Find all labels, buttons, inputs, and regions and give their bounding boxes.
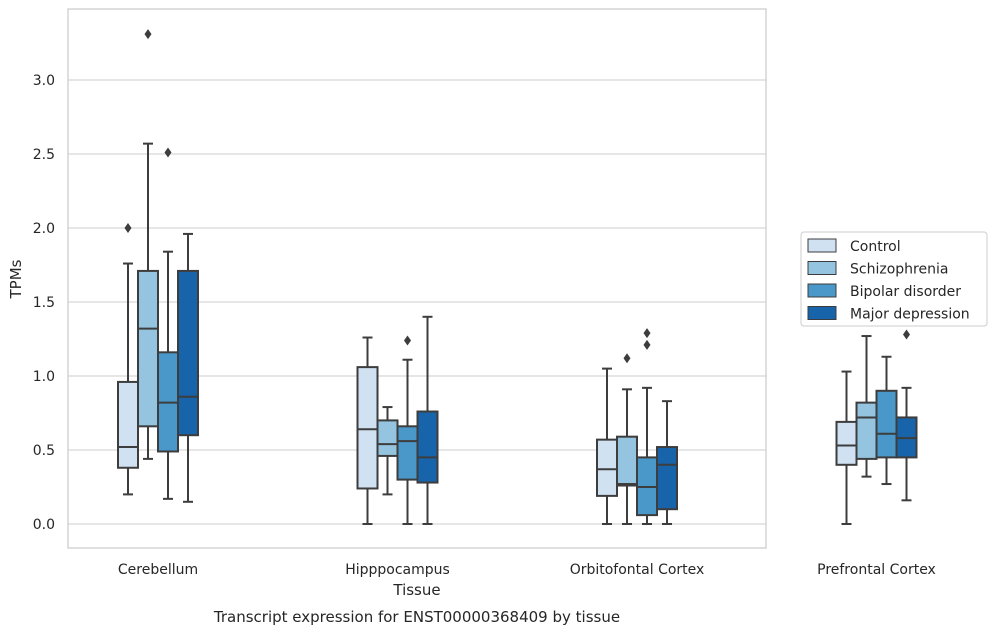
box-1-3 (416, 315, 439, 525)
outlier-point (144, 29, 152, 40)
x-tick-label: Hipppocampus (345, 562, 450, 578)
box-iqr (596, 438, 618, 497)
legend-item: Control (807, 238, 901, 255)
legend-label: Schizophrenia (850, 262, 948, 278)
box-3-3 (895, 291, 918, 502)
box-iqr (616, 435, 638, 487)
box-iqr (875, 389, 898, 459)
y-axis-label: TPMs (7, 259, 25, 299)
boxes (117, 29, 918, 525)
box-2-2 (636, 328, 658, 525)
box-iqr (376, 419, 399, 457)
outlier-point (623, 353, 631, 364)
x-axis-ticks: Cerebellum Hipppocampus Orbitofontal Corte… (118, 562, 936, 578)
box-0-0 (117, 223, 139, 496)
box-iqr (396, 425, 419, 481)
outlier-point (124, 223, 132, 233)
legend-swatch (807, 238, 837, 253)
outlier-point (164, 147, 172, 158)
box-0-1 (137, 29, 159, 460)
box-iqr (117, 380, 139, 469)
box-iqr (835, 420, 858, 466)
x-tick-label: Prefrontal Cortex (817, 562, 936, 578)
box-2-0 (596, 367, 618, 525)
y-tick-label: 2.5 (33, 147, 55, 163)
legend-label: Bipolar disorder (850, 284, 961, 300)
x-axis-label: Tissue (392, 581, 440, 599)
box-1-0 (356, 336, 379, 525)
box-iqr (177, 269, 199, 437)
y-tick-label: 3.0 (33, 73, 55, 89)
box-2-3 (656, 400, 678, 525)
box-iqr (356, 366, 379, 490)
legend-label: Major depression (850, 307, 970, 323)
box-1-1 (376, 406, 399, 496)
legend-item: Major depression (807, 306, 970, 323)
legend-item: Bipolar disorder (807, 283, 961, 300)
y-tick-label: 2.0 (33, 221, 55, 237)
outlier-point (404, 335, 411, 346)
box-3-0 (835, 305, 858, 525)
legend: Control Schizophrenia Bipolar disorder Majo… (800, 231, 988, 327)
box-iqr (855, 401, 878, 460)
box-iqr (656, 446, 678, 511)
y-tick-label: 0.0 (33, 517, 55, 533)
legend-frame (800, 231, 988, 327)
legend-swatch (807, 283, 837, 298)
box-iqr (137, 269, 159, 428)
outlier-point (903, 329, 910, 340)
chart-caption: Transcript expression for ENST0000036840… (213, 608, 620, 626)
box-1-2 (396, 335, 419, 525)
plot-area-frame (67, 8, 767, 549)
y-axis-ticks: 0.0 0.5 1.0 1.5 2.0 2.5 3.0 (33, 73, 55, 533)
y-tick-label: 1.0 (33, 369, 55, 385)
outlier-point (643, 339, 651, 350)
box-iqr (416, 410, 439, 484)
y-tick-label: 0.5 (33, 443, 55, 459)
legend-swatch (807, 261, 837, 275)
box-0-3 (177, 232, 199, 503)
outlier-point (643, 328, 651, 339)
x-tick-label: Orbitofontal Cortex (570, 562, 705, 578)
box-2-1 (616, 353, 638, 525)
x-tick-label: Cerebellum (118, 562, 198, 578)
box-3-1 (855, 335, 878, 478)
legend-swatch (807, 306, 837, 320)
box-0-2 (157, 147, 179, 500)
legend-item: Schizophrenia (807, 261, 948, 278)
legend-label: Control (850, 239, 901, 255)
y-tick-label: 1.5 (33, 295, 55, 311)
box-3-2 (875, 355, 898, 486)
